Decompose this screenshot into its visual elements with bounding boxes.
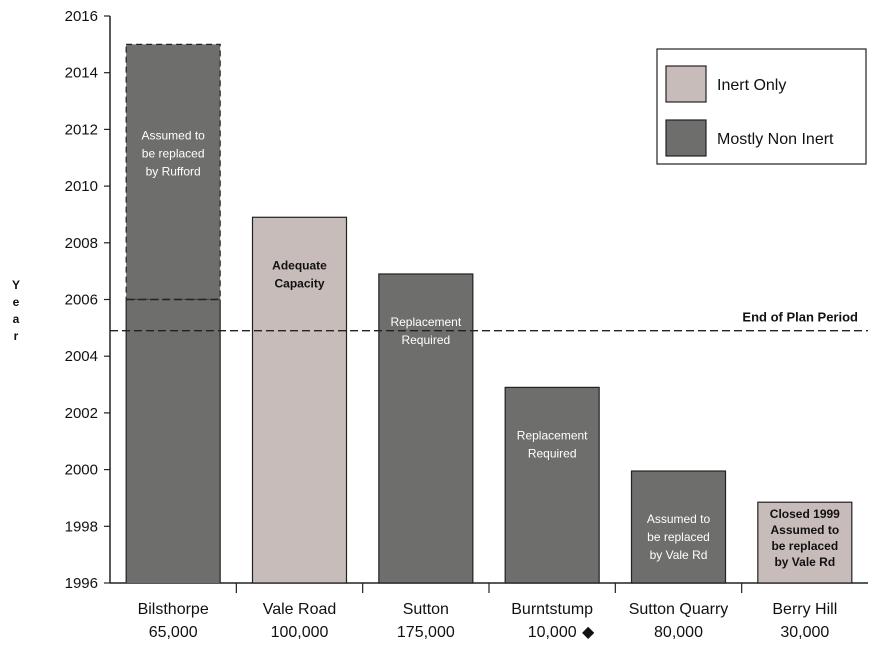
bar-note: Required — [401, 333, 450, 347]
bar-note: Assumed to — [141, 128, 205, 142]
category-capacity-label: 100,000 — [271, 624, 329, 641]
y-tick-label: 2008 — [65, 235, 98, 252]
legend-swatch — [665, 65, 707, 103]
y-tick-label: 1996 — [65, 575, 98, 592]
category-capacity-label: 80,000 — [654, 624, 703, 641]
legend-label: Mostly Non Inert — [717, 131, 834, 148]
legend: Inert Only Mostly Non Inert — [656, 48, 867, 165]
category-capacity-label: 175,000 — [397, 624, 455, 641]
bar-extension — [125, 43, 221, 301]
bar-note: be replaced — [771, 539, 838, 553]
category-label: Bilsthorpe — [138, 601, 209, 618]
y-tick-label: 1998 — [65, 518, 98, 535]
category-capacity-label: 30,000 — [780, 624, 829, 641]
y-tick-label: 2010 — [65, 178, 98, 195]
bar-note: Capacity — [274, 276, 324, 290]
category-label: Vale Road — [263, 601, 337, 618]
bar-note: by Rufford — [146, 164, 201, 178]
y-tick-label: 2004 — [65, 348, 98, 365]
category-label: Berry Hill — [772, 601, 837, 618]
category-marker: ◆ — [582, 624, 595, 641]
bar-note: Replacement — [390, 315, 461, 329]
bar-note: be replaced — [142, 146, 205, 160]
category-label: Sutton Quarry — [629, 601, 729, 618]
bar-note: by Vale Rd — [774, 555, 835, 569]
bar — [757, 501, 853, 584]
reference-line-label: End of Plan Period — [742, 310, 858, 325]
bar-note: Closed 1999 — [770, 507, 840, 521]
bar — [251, 216, 348, 584]
y-tick-label: 2002 — [65, 405, 98, 422]
y-tick-label: 2012 — [65, 121, 98, 138]
legend-swatch — [665, 119, 707, 157]
bar — [378, 273, 474, 584]
y-tick-label: 2000 — [65, 462, 98, 479]
category-label: Sutton — [403, 601, 449, 618]
y-tick-label: 2016 — [65, 8, 98, 25]
bar-note: by Vale Rd — [650, 548, 708, 562]
legend-label: Inert Only — [717, 77, 786, 94]
bar-note: be replaced — [647, 530, 710, 544]
bar-note: Replacement — [517, 428, 588, 442]
category-capacity-label: 65,000 — [149, 624, 198, 641]
y-tick-label: 2014 — [65, 65, 98, 82]
reference-line-group: End of Plan Period — [110, 310, 868, 332]
bar-note: Assumed to — [770, 523, 839, 537]
bar — [630, 470, 727, 584]
bar-note: Adequate — [272, 258, 327, 272]
bars: Assumed to be replaced by Rufford Adequate C… — [125, 43, 853, 584]
axes: 1996 1998 2000 2002 2004 2006 2008 2010 2012 2014… — [12, 8, 868, 641]
y-tick-label: 2006 — [65, 292, 98, 309]
bar-note: Required — [528, 446, 577, 460]
bar — [504, 386, 600, 584]
bar — [126, 299, 221, 583]
bar-note: Assumed to — [647, 512, 711, 526]
category-capacity-label: 10,000 — [528, 624, 577, 641]
category-label: Burntstump — [511, 601, 593, 618]
